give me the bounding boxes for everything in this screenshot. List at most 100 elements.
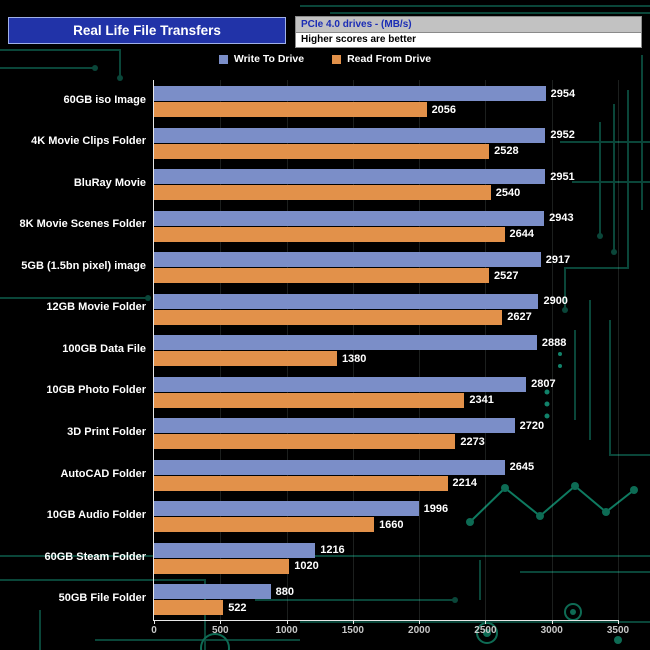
chart-row: 100GB Data File 2888 1380: [62, 329, 618, 371]
chart-title: Real Life File Transfers: [73, 23, 221, 38]
write-bar: 2720: [154, 418, 544, 434]
write-bar: 2917: [154, 252, 570, 268]
x-tick-label: 3500: [606, 625, 630, 636]
value-label: 2273: [460, 435, 485, 448]
read-bar: 2214: [154, 475, 477, 491]
category-label: 10GB Audio Folder: [46, 509, 146, 522]
value-label: 1380: [341, 352, 367, 365]
chart-row: 10GB Audio Folder 1996 1660: [47, 495, 618, 537]
category-label: 50GB File Folder: [58, 592, 146, 605]
category-label: 100GB Data File: [62, 343, 146, 356]
chart-row: AutoCAD Folder 2645 2214: [60, 454, 618, 496]
category-label: AutoCAD Folder: [60, 467, 146, 480]
gridline: [618, 80, 619, 620]
value-label: 2888: [541, 336, 567, 349]
legend-item: Read From Drive: [332, 53, 431, 65]
write-bar: 1996: [154, 501, 448, 517]
value-label: 2214: [452, 477, 477, 490]
x-tick-mark: [618, 620, 619, 624]
category-label: 12GB Movie Folder: [46, 301, 146, 314]
x-tick-mark: [154, 620, 155, 624]
x-tick-mark: [286, 620, 288, 624]
x-tick-label: 2000: [408, 625, 431, 636]
chart-row: 12GB Movie Folder 2900 2627: [46, 288, 618, 330]
legend-label: Write To Drive: [233, 53, 305, 65]
write-bar: 1216: [154, 542, 345, 558]
category-label: 4K Movie Clips Folder: [31, 135, 146, 148]
write-bar: 880: [154, 584, 294, 600]
legend-label: Read From Drive: [347, 53, 432, 65]
value-label: 1216: [320, 544, 345, 557]
x-tick-label: 3000: [540, 625, 563, 636]
chart-row: 8K Movie Scenes Folder 2943 2644: [19, 205, 618, 247]
chart-row: 3D Print Folder 2720 2273: [67, 412, 618, 454]
chart-row: 4K Movie Clips Folder 2952 2528: [31, 122, 618, 164]
value-label: 880: [275, 585, 295, 598]
value-label: 1996: [423, 502, 449, 515]
value-label: 522: [228, 601, 247, 614]
category-label: 3D Print Folder: [67, 426, 146, 439]
value-label: 2954: [550, 87, 576, 100]
chart-subtitle-bottom: Higher scores are better: [295, 33, 642, 48]
value-label: 2807: [531, 378, 556, 391]
chart-subtitle-top: PCIe 4.0 drives - (MB/s): [295, 16, 642, 33]
x-tick-mark: [220, 620, 222, 624]
x-tick-mark: [551, 620, 553, 624]
value-label: 2540: [495, 186, 521, 199]
x-tick-label: 500: [211, 625, 229, 636]
value-label: 2943: [549, 212, 574, 225]
write-bar: 2807: [154, 376, 556, 392]
category-label: 60GB Steam Folder: [44, 550, 146, 563]
write-bar: 2888: [154, 335, 566, 351]
value-label: 2527: [494, 269, 519, 282]
chart-legend: Write To Drive Read From Drive: [0, 53, 650, 65]
value-label: 2900: [543, 295, 568, 308]
write-bar: 2952: [154, 127, 575, 143]
read-bar: 522: [154, 600, 247, 616]
read-bar: 2540: [154, 185, 520, 201]
read-bar: 2627: [154, 309, 532, 325]
chart-title-box: Real Life File Transfers: [8, 17, 286, 44]
chart-row: 5GB (1.5bn pixel) image 2917 2527: [21, 246, 618, 288]
value-label: 1660: [379, 518, 404, 531]
x-tick-label: 1500: [341, 625, 364, 636]
read-bar: 2341: [154, 392, 494, 408]
write-bar: 2900: [154, 293, 568, 309]
read-bar: 1020: [154, 558, 319, 574]
value-label: 2645: [509, 461, 535, 474]
chart-rows: 60GB iso Image 2954 2056 4K Movie Clips Fol…: [19, 80, 618, 620]
value-label: 2056: [431, 103, 457, 116]
x-tick-label: 2500: [474, 625, 497, 636]
value-label: 2917: [545, 253, 571, 266]
value-label: 2720: [519, 419, 545, 432]
x-tick-mark: [352, 620, 354, 624]
gridline: [551, 80, 553, 620]
value-label: 2951: [550, 170, 575, 183]
chart-row: 60GB Steam Folder 1216 1020: [45, 537, 618, 579]
value-label: 2528: [494, 145, 519, 158]
read-bar: 2056: [154, 102, 456, 117]
value-label: 2627: [507, 311, 532, 324]
category-label: BluRay Movie: [73, 177, 146, 190]
write-bar: 2943: [154, 210, 574, 226]
read-bar: 1660: [154, 517, 404, 533]
legend-item: Write To Drive: [218, 53, 305, 65]
category-label: 5GB (1.5bn pixel) image: [21, 260, 146, 273]
write-bar: 2951: [154, 169, 575, 185]
write-bar: 2645: [154, 459, 534, 475]
legend-swatch-icon: [218, 54, 228, 64]
x-tick-mark: [485, 620, 487, 624]
chart-row: 60GB iso Image 2954 2056: [63, 80, 618, 122]
value-label: 2644: [509, 228, 534, 241]
write-bar: 2954: [154, 86, 575, 101]
x-tick-mark: [419, 620, 421, 624]
plot-area: 60GB iso Image 2954 2056 4K Movie Clips Fol…: [19, 80, 629, 636]
value-label: 2341: [469, 394, 494, 407]
read-bar: 2273: [154, 434, 485, 450]
read-bar: 2527: [154, 268, 518, 284]
x-tick-label: 1000: [275, 625, 298, 636]
chart-row: 50GB File Folder 880 522: [59, 578, 618, 620]
chart-subtitle-box: PCIe 4.0 drives - (MB/s) Higher scores a…: [295, 16, 642, 48]
